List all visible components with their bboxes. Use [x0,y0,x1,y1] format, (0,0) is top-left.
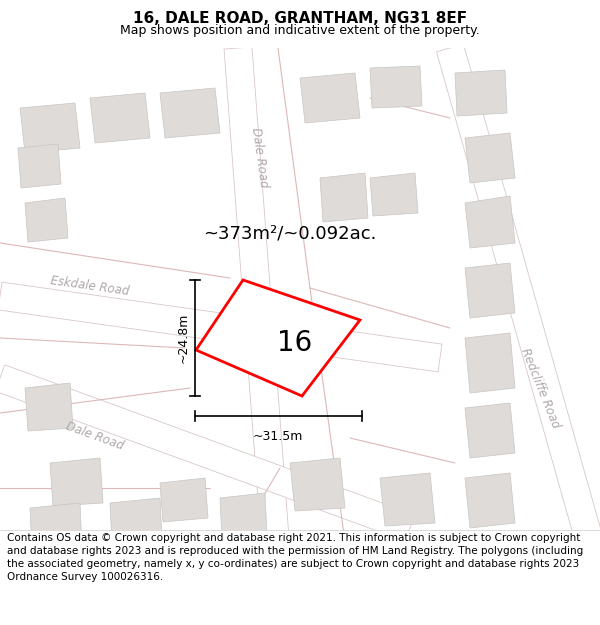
Polygon shape [25,198,68,242]
Polygon shape [465,263,515,318]
Text: Map shows position and indicative extent of the property.: Map shows position and indicative extent… [120,24,480,38]
Polygon shape [370,173,418,216]
Text: ~373m²/~0.092ac.: ~373m²/~0.092ac. [203,224,377,242]
Polygon shape [380,473,435,526]
Polygon shape [465,473,515,528]
Polygon shape [370,66,422,108]
Polygon shape [160,88,220,138]
Text: ~31.5m: ~31.5m [253,430,303,443]
Text: 16, DALE ROAD, GRANTHAM, NG31 8EF: 16, DALE ROAD, GRANTHAM, NG31 8EF [133,11,467,26]
Polygon shape [0,365,415,541]
Text: Eskdale Road: Eskdale Road [50,274,130,298]
Polygon shape [465,333,515,393]
Polygon shape [220,493,267,540]
Polygon shape [30,503,82,552]
Polygon shape [300,73,360,123]
Polygon shape [90,93,150,143]
Text: Dale Road: Dale Road [250,127,271,189]
Polygon shape [196,280,360,396]
Text: ~24.8m: ~24.8m [176,312,190,363]
Polygon shape [455,70,507,116]
Polygon shape [224,47,292,579]
Polygon shape [50,458,103,506]
Polygon shape [25,383,73,431]
Text: Dale Road: Dale Road [64,419,126,452]
Polygon shape [160,478,208,522]
Polygon shape [0,282,442,372]
Polygon shape [20,103,80,153]
Text: Redcliffe Road: Redcliffe Road [518,346,562,430]
Polygon shape [110,498,162,544]
Polygon shape [320,173,368,222]
Text: Contains OS data © Crown copyright and database right 2021. This information is : Contains OS data © Crown copyright and d… [7,533,583,582]
Polygon shape [465,133,515,183]
Polygon shape [465,403,515,458]
Polygon shape [290,458,345,511]
Polygon shape [18,144,61,188]
Polygon shape [437,44,600,582]
Polygon shape [465,196,515,248]
Text: 16: 16 [277,329,313,357]
